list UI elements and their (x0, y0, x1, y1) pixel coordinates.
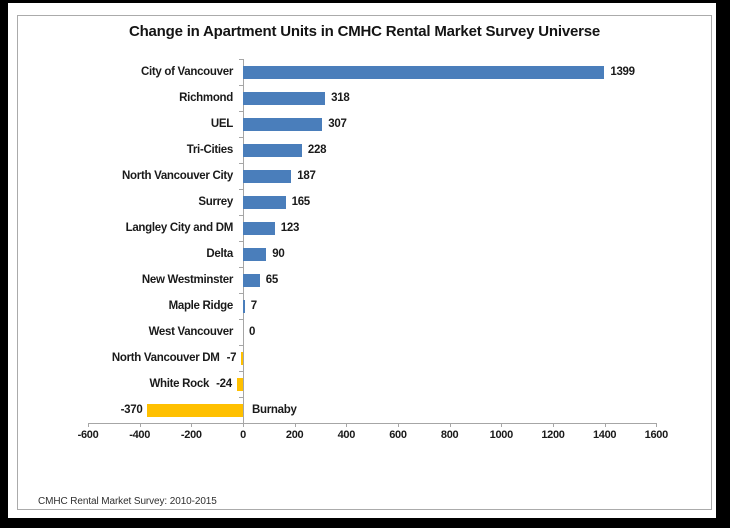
y-axis-tick (239, 189, 243, 190)
x-axis-tick (346, 423, 348, 427)
value-label: 65 (265, 274, 279, 286)
x-axis-tick-label: -200 (180, 429, 202, 441)
x-axis-tick-label: 0 (240, 429, 246, 441)
y-axis-line (243, 59, 244, 423)
y-axis-tick (239, 85, 243, 86)
x-axis-line (88, 423, 658, 424)
bar-positive (243, 195, 286, 209)
x-axis-tick-label: 1200 (541, 429, 565, 441)
y-axis-tick (239, 397, 243, 398)
x-axis-tick-label: 1000 (489, 429, 514, 441)
x-axis-tick-label: 600 (389, 429, 407, 441)
x-axis-tick-label: -400 (129, 429, 151, 441)
category-label: City of Vancouver (140, 66, 233, 78)
category-label: North Vancouver DM (111, 352, 220, 364)
value-label: 123 (280, 222, 300, 234)
value-label: 228 (307, 144, 327, 156)
bar-positive (243, 247, 267, 261)
value-label: 165 (291, 196, 311, 208)
y-axis-tick (239, 111, 243, 112)
y-axis-tick (239, 215, 243, 216)
bar-positive (243, 143, 302, 157)
category-label: Burnaby (252, 404, 297, 416)
source-note: CMHC Rental Market Survey: 2010-2015 (38, 496, 217, 507)
category-and-value-label: North Vancouver DM -7 (111, 345, 237, 371)
x-axis-tick-label: 800 (440, 429, 459, 441)
bar-positive (243, 273, 260, 287)
x-axis-tick (604, 423, 606, 427)
category-label: Surrey (198, 196, 233, 208)
bar-positive (243, 221, 275, 235)
category-label: Langley City and DM (125, 222, 234, 234)
x-axis-tick-label: 400 (337, 429, 356, 441)
category-label: New Westminster (141, 274, 233, 286)
y-axis-tick (239, 423, 243, 424)
bar-negative (236, 377, 243, 391)
category-label: North Vancouver City (122, 170, 233, 182)
bar-positive (243, 91, 326, 105)
bar-positive (243, 117, 323, 131)
category-label: UEL (210, 118, 233, 130)
value-label: 0 (249, 326, 256, 338)
value-label: -370 (120, 404, 143, 416)
y-axis-tick (239, 345, 243, 346)
bar-positive (243, 65, 605, 79)
category-label: Delta (206, 248, 233, 260)
value-label: 318 (331, 92, 350, 104)
y-axis-tick (239, 59, 243, 60)
y-axis-tick (239, 163, 243, 164)
value-label: 1399 (610, 66, 635, 78)
bar-positive (243, 299, 245, 313)
x-axis-tick-label: 200 (285, 429, 304, 441)
bar-positive (243, 169, 292, 183)
category-label: Richmond (179, 92, 233, 104)
x-axis-tick-label: -600 (77, 429, 99, 441)
value-label: 7 (250, 300, 257, 312)
x-axis-tick (552, 423, 554, 427)
x-axis-tick (243, 423, 244, 427)
value-label: 90 (272, 248, 285, 260)
x-axis-tick (449, 423, 451, 427)
x-axis-tick (397, 423, 399, 427)
x-axis-tick-label: 1400 (592, 429, 617, 441)
x-axis-tick (191, 423, 193, 427)
y-axis-tick (239, 371, 243, 372)
x-axis-tick (88, 423, 90, 427)
value-label: 187 (297, 170, 316, 182)
category-label: White Rock (149, 378, 210, 390)
value-label: 307 (328, 118, 347, 130)
category-label: West Vancouver (148, 326, 234, 338)
y-axis-tick (239, 267, 243, 268)
x-axis-tick (501, 423, 503, 427)
value-label: -7 (226, 352, 237, 364)
category-and-value-label: White Rock -24 (149, 371, 232, 397)
bar-negative (241, 351, 243, 365)
y-axis-tick (239, 319, 243, 320)
chart-border-frame (17, 15, 712, 510)
x-axis-tick (656, 423, 658, 427)
x-axis-tick (139, 423, 141, 427)
x-axis-tick-label: 1600 (644, 429, 669, 441)
category-label: Maple Ridge (168, 300, 234, 312)
value-label: -24 (216, 378, 232, 390)
y-axis-tick (239, 293, 243, 294)
chart-title: Change in Apartment Units in CMHC Rental… (128, 23, 601, 40)
bar-negative (147, 403, 243, 417)
category-label: Tri-Cities (186, 144, 234, 156)
y-axis-tick (239, 137, 243, 138)
y-axis-tick (239, 241, 243, 242)
x-axis-tick (294, 423, 296, 427)
